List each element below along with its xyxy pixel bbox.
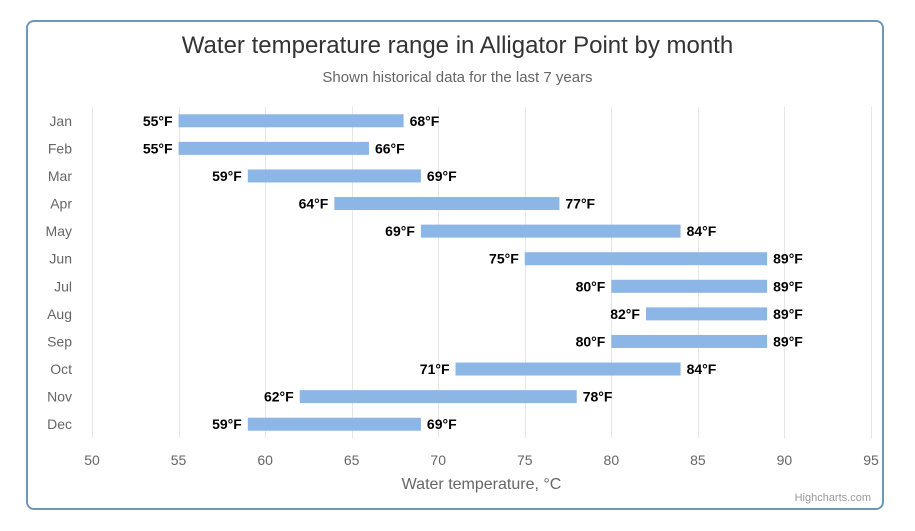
high-data-label: 84°F — [687, 223, 717, 239]
category-label: Sep — [47, 333, 72, 349]
category-label: Apr — [50, 196, 72, 212]
x-tick-label: 65 — [344, 452, 360, 468]
x-tick-label: 55 — [171, 452, 187, 468]
low-data-label: 80°F — [576, 333, 606, 349]
x-tick-label: 80 — [604, 452, 620, 468]
category-label: Aug — [47, 306, 72, 322]
high-data-label: 89°F — [773, 333, 803, 349]
x-tick-label: 60 — [257, 452, 273, 468]
high-data-label: 89°F — [773, 278, 803, 294]
range-bar-feb[interactable] — [178, 141, 369, 155]
range-bar-nov[interactable] — [299, 390, 577, 404]
range-bars — [178, 114, 768, 431]
low-data-label: 55°F — [143, 140, 173, 156]
range-bar-sep[interactable] — [611, 334, 768, 348]
range-bar-jul[interactable] — [611, 279, 768, 293]
category-label: May — [46, 223, 72, 239]
category-label: Feb — [48, 140, 72, 156]
x-tick-label: 90 — [777, 452, 793, 468]
high-data-label: 89°F — [773, 306, 803, 322]
x-tick-label: 85 — [690, 452, 706, 468]
high-data-label: 66°F — [375, 140, 405, 156]
category-label: Dec — [47, 416, 72, 432]
x-tick-label: 95 — [863, 452, 879, 468]
low-data-label: 55°F — [143, 113, 173, 129]
low-data-label: 69°F — [385, 223, 415, 239]
high-data-label: 89°F — [773, 251, 803, 267]
low-data-label: 80°F — [576, 278, 606, 294]
x-tick-label: 75 — [517, 452, 533, 468]
category-label: Nov — [47, 389, 72, 405]
low-data-label: 82°F — [610, 306, 640, 322]
chart-subtitle: Shown historical data for the last 7 yea… — [322, 69, 593, 86]
low-data-label: 71°F — [420, 361, 450, 377]
range-bar-jan[interactable] — [178, 114, 404, 128]
range-bar-mar[interactable] — [247, 169, 421, 183]
category-labels: Jan Feb Mar Apr May Jun Jul Aug Sep Oct Nov Dec — [46, 113, 73, 432]
low-data-label: 59°F — [212, 168, 242, 184]
range-bar-aug[interactable] — [645, 307, 768, 321]
range-bar-jun[interactable] — [524, 252, 768, 266]
low-data-label: 75°F — [489, 251, 519, 267]
high-data-label: 69°F — [427, 416, 457, 432]
high-data-label: 84°F — [687, 361, 717, 377]
x-axis-title: Water temperature, °C — [402, 476, 562, 493]
range-bar-apr[interactable] — [334, 197, 560, 211]
high-data-label: 69°F — [427, 168, 457, 184]
x-tick-label: 50 — [84, 452, 100, 468]
grid-lines — [92, 107, 872, 438]
range-bar-oct[interactable] — [455, 362, 681, 376]
chart-title: Water temperature range in Alligator Poi… — [181, 32, 734, 59]
category-label: Jun — [49, 251, 72, 267]
category-label: Jan — [49, 113, 72, 129]
category-label: Oct — [50, 361, 72, 377]
x-tick-label: 70 — [430, 452, 446, 468]
range-bar-dec[interactable] — [247, 417, 421, 431]
high-data-label: 77°F — [565, 196, 595, 212]
low-data-label: 64°F — [299, 196, 329, 212]
category-label: Mar — [48, 168, 72, 184]
category-label: Jul — [54, 278, 72, 294]
credits-link[interactable]: Highcharts.com — [794, 492, 871, 504]
high-data-label: 78°F — [583, 389, 613, 405]
low-data-label: 62°F — [264, 389, 294, 405]
data-labels: 55°F 68°F 55°F 66°F 59°F 69°F 64°F 77°F 69°F 84°F… — [143, 113, 803, 432]
x-tick-labels: 50 55 60 65 70 75 80 85 90 95 — [84, 452, 879, 468]
high-data-label: 68°F — [410, 113, 440, 129]
range-bar-may[interactable] — [420, 224, 681, 238]
low-data-label: 59°F — [212, 416, 242, 432]
